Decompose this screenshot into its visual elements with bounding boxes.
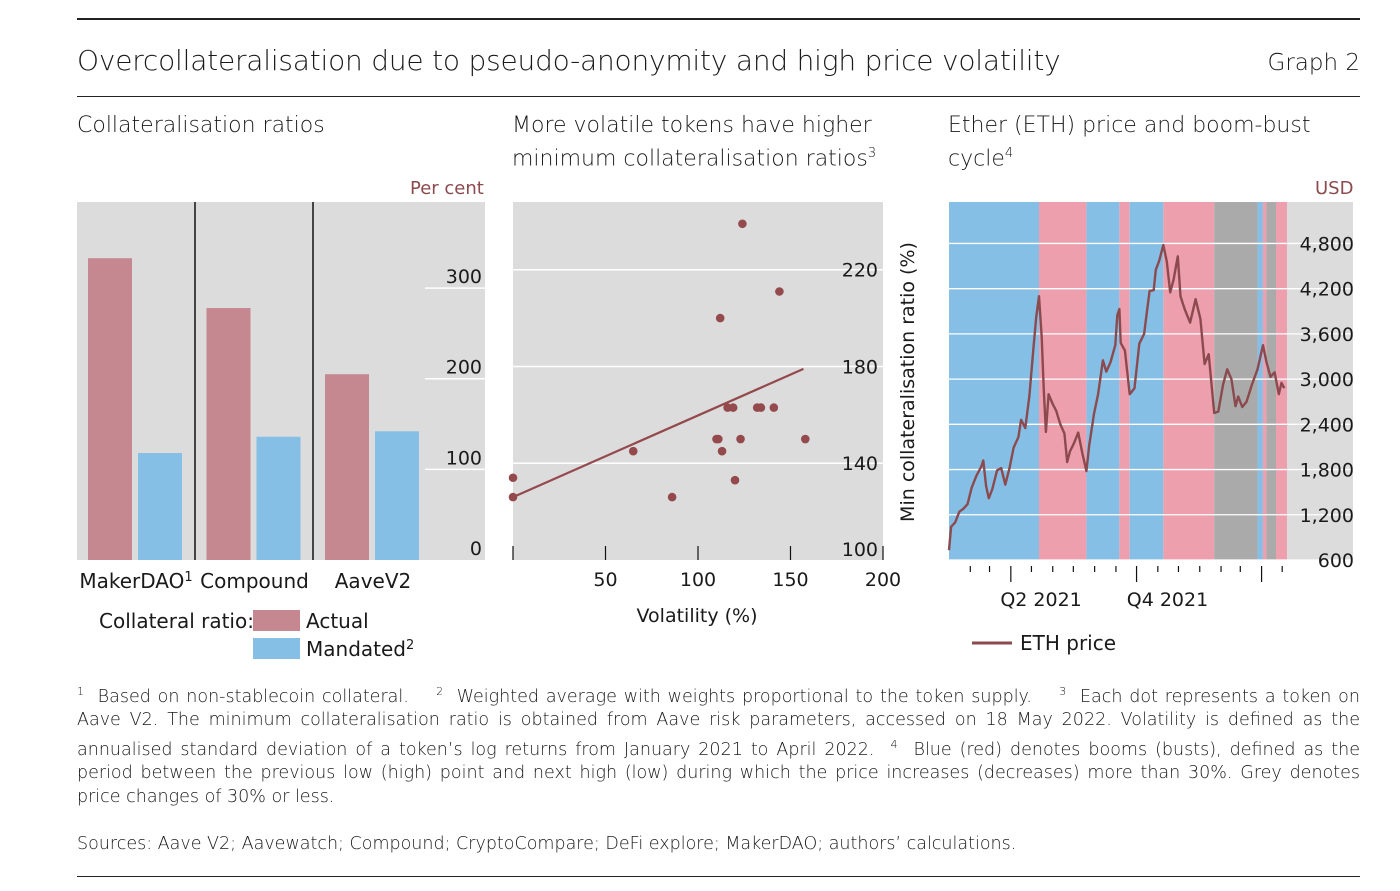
- page-title: Overcollateralisation due to pseudo-anon…: [77, 44, 1061, 77]
- eth-cycle-band: [1038, 202, 1087, 560]
- scatter-ylabel: Min collateralisation ratio (%): [897, 242, 919, 522]
- scatter-point: [717, 446, 727, 456]
- eth-cycle-band: [1119, 202, 1130, 560]
- sources: Sources: Aave V2; Aavewatch; Compound; C…: [77, 834, 1017, 854]
- scatter-point: [715, 313, 725, 323]
- eth-xtick-label: Q4 2021: [1127, 589, 1208, 611]
- eth-cycle-band: [1257, 202, 1263, 560]
- footnote-3: Each dot represents a token on Aave V2. …: [77, 686, 1360, 760]
- scatter-point: [728, 403, 738, 412]
- eth-cycle-band: [1163, 202, 1215, 560]
- left-unit-label: Per cent: [410, 178, 484, 199]
- eth-ytick-label: 3,600: [1300, 324, 1354, 346]
- bar-actual-aavev2: [325, 374, 369, 560]
- title-rule: [77, 96, 1360, 98]
- eth-ytick-label: 3,000: [1300, 369, 1354, 391]
- footnote-mark-2: 2: [436, 685, 444, 698]
- scatter-ytick-label: 220: [842, 260, 878, 282]
- scatter-point: [775, 287, 784, 296]
- eth-price-chart: 600 1,200 1,800 2,400 3,000 3,600 4,200 4,800 Q2…: [947, 202, 1354, 655]
- eth-ytick-label: 4,800: [1300, 233, 1354, 255]
- eth-ytick-label: 4,200: [1300, 279, 1354, 301]
- bottom-rule: [77, 876, 1360, 878]
- scatter-trend-line: [512, 367, 804, 499]
- footnotes: 1 Based on non-stablecoin collateral. 2 …: [77, 680, 1360, 809]
- footnote-1: Based on non-stablecoin collateral.: [97, 686, 409, 707]
- bar-xtick-label: AaveV2: [335, 569, 411, 593]
- legend-label-actual: Actual: [306, 609, 369, 633]
- eth-ytick-label: 1,200: [1300, 505, 1354, 527]
- eth-xtick-label: Q2 2021: [1000, 589, 1081, 611]
- scatter-ytick-label: 100: [842, 539, 878, 561]
- scatter-xtick-label: 150: [772, 569, 808, 591]
- footnote-2: Weighted average with weights proportion…: [456, 686, 1032, 707]
- panel-middle-title-sup: 3: [867, 146, 877, 161]
- scatter-point: [738, 219, 747, 229]
- scatter-point: [714, 434, 723, 444]
- eth-cycle-band: [1214, 202, 1258, 560]
- scatter-plot-area: [513, 202, 883, 560]
- legend-label-mandated: Mandated2: [306, 637, 414, 661]
- scatter-point: [801, 434, 810, 444]
- eth-ytick-label: 600: [1318, 550, 1354, 572]
- footnote-mark-1: 1: [77, 685, 84, 698]
- footnote-mark-4: 4: [890, 737, 898, 751]
- scatter-point: [730, 475, 740, 485]
- panel-right-title-line2: cycle: [948, 146, 1005, 172]
- footnote-mark-3: 3: [1059, 685, 1067, 698]
- bar-xtick-label: MakerDAO1: [79, 569, 192, 593]
- bar-ytick-label: 100: [446, 447, 482, 469]
- panel-right-title-line1: Ether (ETH) price and boom-bust: [948, 113, 1311, 138]
- scatter-point: [769, 403, 779, 412]
- footnote-4: Blue (red) denotes booms (busts), define…: [77, 739, 1360, 807]
- scatter-point: [508, 473, 518, 483]
- bar-chart: 0 100 200 300 MakerDAO1 Compound AaveV2 Collate…: [77, 202, 485, 661]
- bar-xtick-sup: 1: [184, 570, 192, 585]
- bar-mandated-aavev2: [375, 431, 419, 560]
- bar-ytick-label: 0: [470, 538, 482, 560]
- scatter-point: [628, 446, 638, 456]
- bar-mandated-makerdao: [138, 453, 182, 560]
- panel-middle-title-line2: minimum collateralisation ratios: [512, 146, 868, 172]
- legend-mandated-sup: 2: [406, 638, 414, 653]
- bar-xtick-label: Compound: [200, 569, 309, 593]
- eth-cycle-band: [1262, 202, 1267, 560]
- scatter-point: [736, 434, 745, 444]
- scatter-xtick-label: 50: [593, 569, 617, 591]
- bar-mandated-compound: [256, 436, 301, 560]
- scatter-xtick-label: 100: [680, 569, 716, 591]
- graph-label: Graph 2: [1267, 50, 1361, 76]
- eth-cycle-band: [1086, 202, 1120, 560]
- bar-actual-compound: [206, 308, 251, 560]
- legend-prefix: Collateral ratio:: [99, 609, 254, 633]
- scatter-ytick-label: 140: [842, 453, 878, 475]
- panel-middle-title: More volatile tokens have higher minimum…: [512, 112, 876, 173]
- eth-cycle-band: [949, 202, 1039, 560]
- eth-cycle-band: [1266, 202, 1277, 560]
- eth-cycle-band: [1276, 202, 1287, 560]
- legend-swatch-actual: [253, 610, 300, 631]
- bar-ytick-label: 200: [446, 357, 482, 379]
- panel-left-title: Collateralisation ratios: [77, 113, 325, 138]
- scatter-point: [667, 492, 677, 502]
- scatter-xlabel: Volatility (%): [637, 605, 758, 627]
- panel-right-title: Ether (ETH) price and boom-bust cycle4: [948, 112, 1310, 173]
- panel-right-title-sup: 4: [1004, 146, 1014, 161]
- bar-actual-makerdao: [88, 258, 132, 560]
- eth-axis-band: [1287, 202, 1353, 560]
- panel-middle-title-line1: More volatile tokens have higher: [512, 113, 872, 138]
- legend-swatch-mandated: [253, 638, 300, 659]
- eth-ytick-label: 1,800: [1300, 460, 1354, 482]
- eth-ytick-label: 2,400: [1300, 414, 1354, 436]
- top-rule: [77, 18, 1360, 20]
- bar-ytick-label: 300: [446, 266, 482, 288]
- eth-legend-label: ETH price: [1020, 631, 1116, 655]
- scatter-point: [508, 492, 518, 502]
- eth-price-line: [947, 243, 1286, 551]
- scatter-point: [756, 403, 766, 412]
- scatter-ytick-label: 180: [842, 356, 878, 378]
- scatter-xtick-label: 200: [865, 569, 901, 591]
- right-unit-label: USD: [1315, 178, 1354, 199]
- scatter-chart: 100 140 180 220 50 100 150 200 Volatility (%) Min…: [508, 202, 919, 627]
